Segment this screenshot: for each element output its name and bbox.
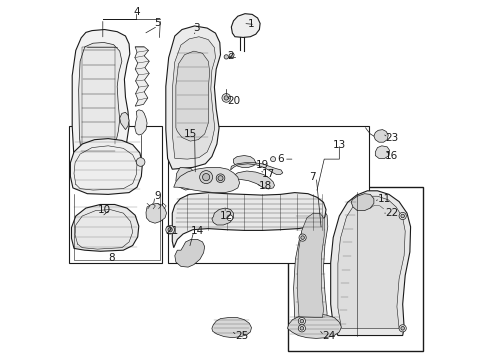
Circle shape xyxy=(199,171,213,184)
Text: 15: 15 xyxy=(184,129,197,139)
Circle shape xyxy=(202,174,210,181)
Polygon shape xyxy=(369,206,387,221)
Bar xyxy=(69,126,162,263)
Polygon shape xyxy=(72,30,130,173)
Bar xyxy=(288,187,423,351)
Circle shape xyxy=(399,325,406,332)
Circle shape xyxy=(298,318,305,325)
Text: 16: 16 xyxy=(385,150,398,161)
Text: 9: 9 xyxy=(154,191,161,201)
Polygon shape xyxy=(176,167,197,190)
Circle shape xyxy=(216,174,225,183)
Polygon shape xyxy=(297,213,324,318)
Polygon shape xyxy=(338,196,405,328)
Polygon shape xyxy=(212,318,251,338)
Polygon shape xyxy=(146,203,167,223)
Circle shape xyxy=(224,96,228,100)
Polygon shape xyxy=(135,47,149,106)
Circle shape xyxy=(270,157,275,162)
Text: 23: 23 xyxy=(385,132,398,143)
Polygon shape xyxy=(120,112,129,130)
Circle shape xyxy=(298,325,305,332)
Text: 2: 2 xyxy=(227,51,234,61)
Circle shape xyxy=(168,228,172,232)
Text: 20: 20 xyxy=(227,96,240,106)
Text: 22: 22 xyxy=(385,208,398,218)
Text: 11: 11 xyxy=(378,194,392,204)
Text: 25: 25 xyxy=(235,330,248,341)
Circle shape xyxy=(399,212,406,220)
Circle shape xyxy=(301,236,304,239)
Polygon shape xyxy=(374,130,388,142)
Circle shape xyxy=(300,327,304,330)
Text: 12: 12 xyxy=(220,211,233,221)
Polygon shape xyxy=(172,193,326,248)
Text: 7: 7 xyxy=(309,172,316,182)
Polygon shape xyxy=(212,208,233,225)
Circle shape xyxy=(218,176,223,181)
Circle shape xyxy=(401,214,404,218)
Polygon shape xyxy=(79,42,122,162)
Polygon shape xyxy=(166,26,220,169)
Text: 8: 8 xyxy=(108,253,114,264)
Polygon shape xyxy=(135,110,147,135)
Polygon shape xyxy=(375,146,390,158)
Text: 21: 21 xyxy=(166,226,179,236)
Text: 13: 13 xyxy=(333,140,346,150)
Polygon shape xyxy=(71,139,143,194)
Polygon shape xyxy=(230,171,274,189)
Polygon shape xyxy=(175,239,205,267)
Text: 24: 24 xyxy=(322,330,335,341)
Text: 18: 18 xyxy=(259,181,272,192)
Text: 14: 14 xyxy=(191,226,204,236)
Polygon shape xyxy=(288,314,342,338)
Text: 5: 5 xyxy=(154,18,161,28)
Polygon shape xyxy=(331,191,411,336)
Circle shape xyxy=(401,327,404,330)
Text: 6: 6 xyxy=(277,154,284,164)
Polygon shape xyxy=(351,194,374,211)
Circle shape xyxy=(222,94,231,102)
Circle shape xyxy=(300,319,304,323)
Polygon shape xyxy=(229,53,234,58)
Polygon shape xyxy=(233,156,256,167)
Text: 1: 1 xyxy=(248,19,255,30)
Text: 3: 3 xyxy=(193,23,200,33)
Polygon shape xyxy=(231,14,260,37)
Circle shape xyxy=(299,234,306,241)
Polygon shape xyxy=(72,204,139,251)
Bar xyxy=(168,126,369,263)
Text: 17: 17 xyxy=(262,168,275,179)
Circle shape xyxy=(166,225,174,234)
Polygon shape xyxy=(172,37,216,159)
Circle shape xyxy=(224,55,228,59)
Polygon shape xyxy=(176,51,210,141)
Circle shape xyxy=(227,215,233,221)
Text: 10: 10 xyxy=(98,204,111,215)
Circle shape xyxy=(136,158,145,166)
Polygon shape xyxy=(174,167,240,193)
Polygon shape xyxy=(294,209,328,331)
Text: 19: 19 xyxy=(256,160,269,170)
Text: 4: 4 xyxy=(133,6,140,17)
Polygon shape xyxy=(231,163,283,175)
